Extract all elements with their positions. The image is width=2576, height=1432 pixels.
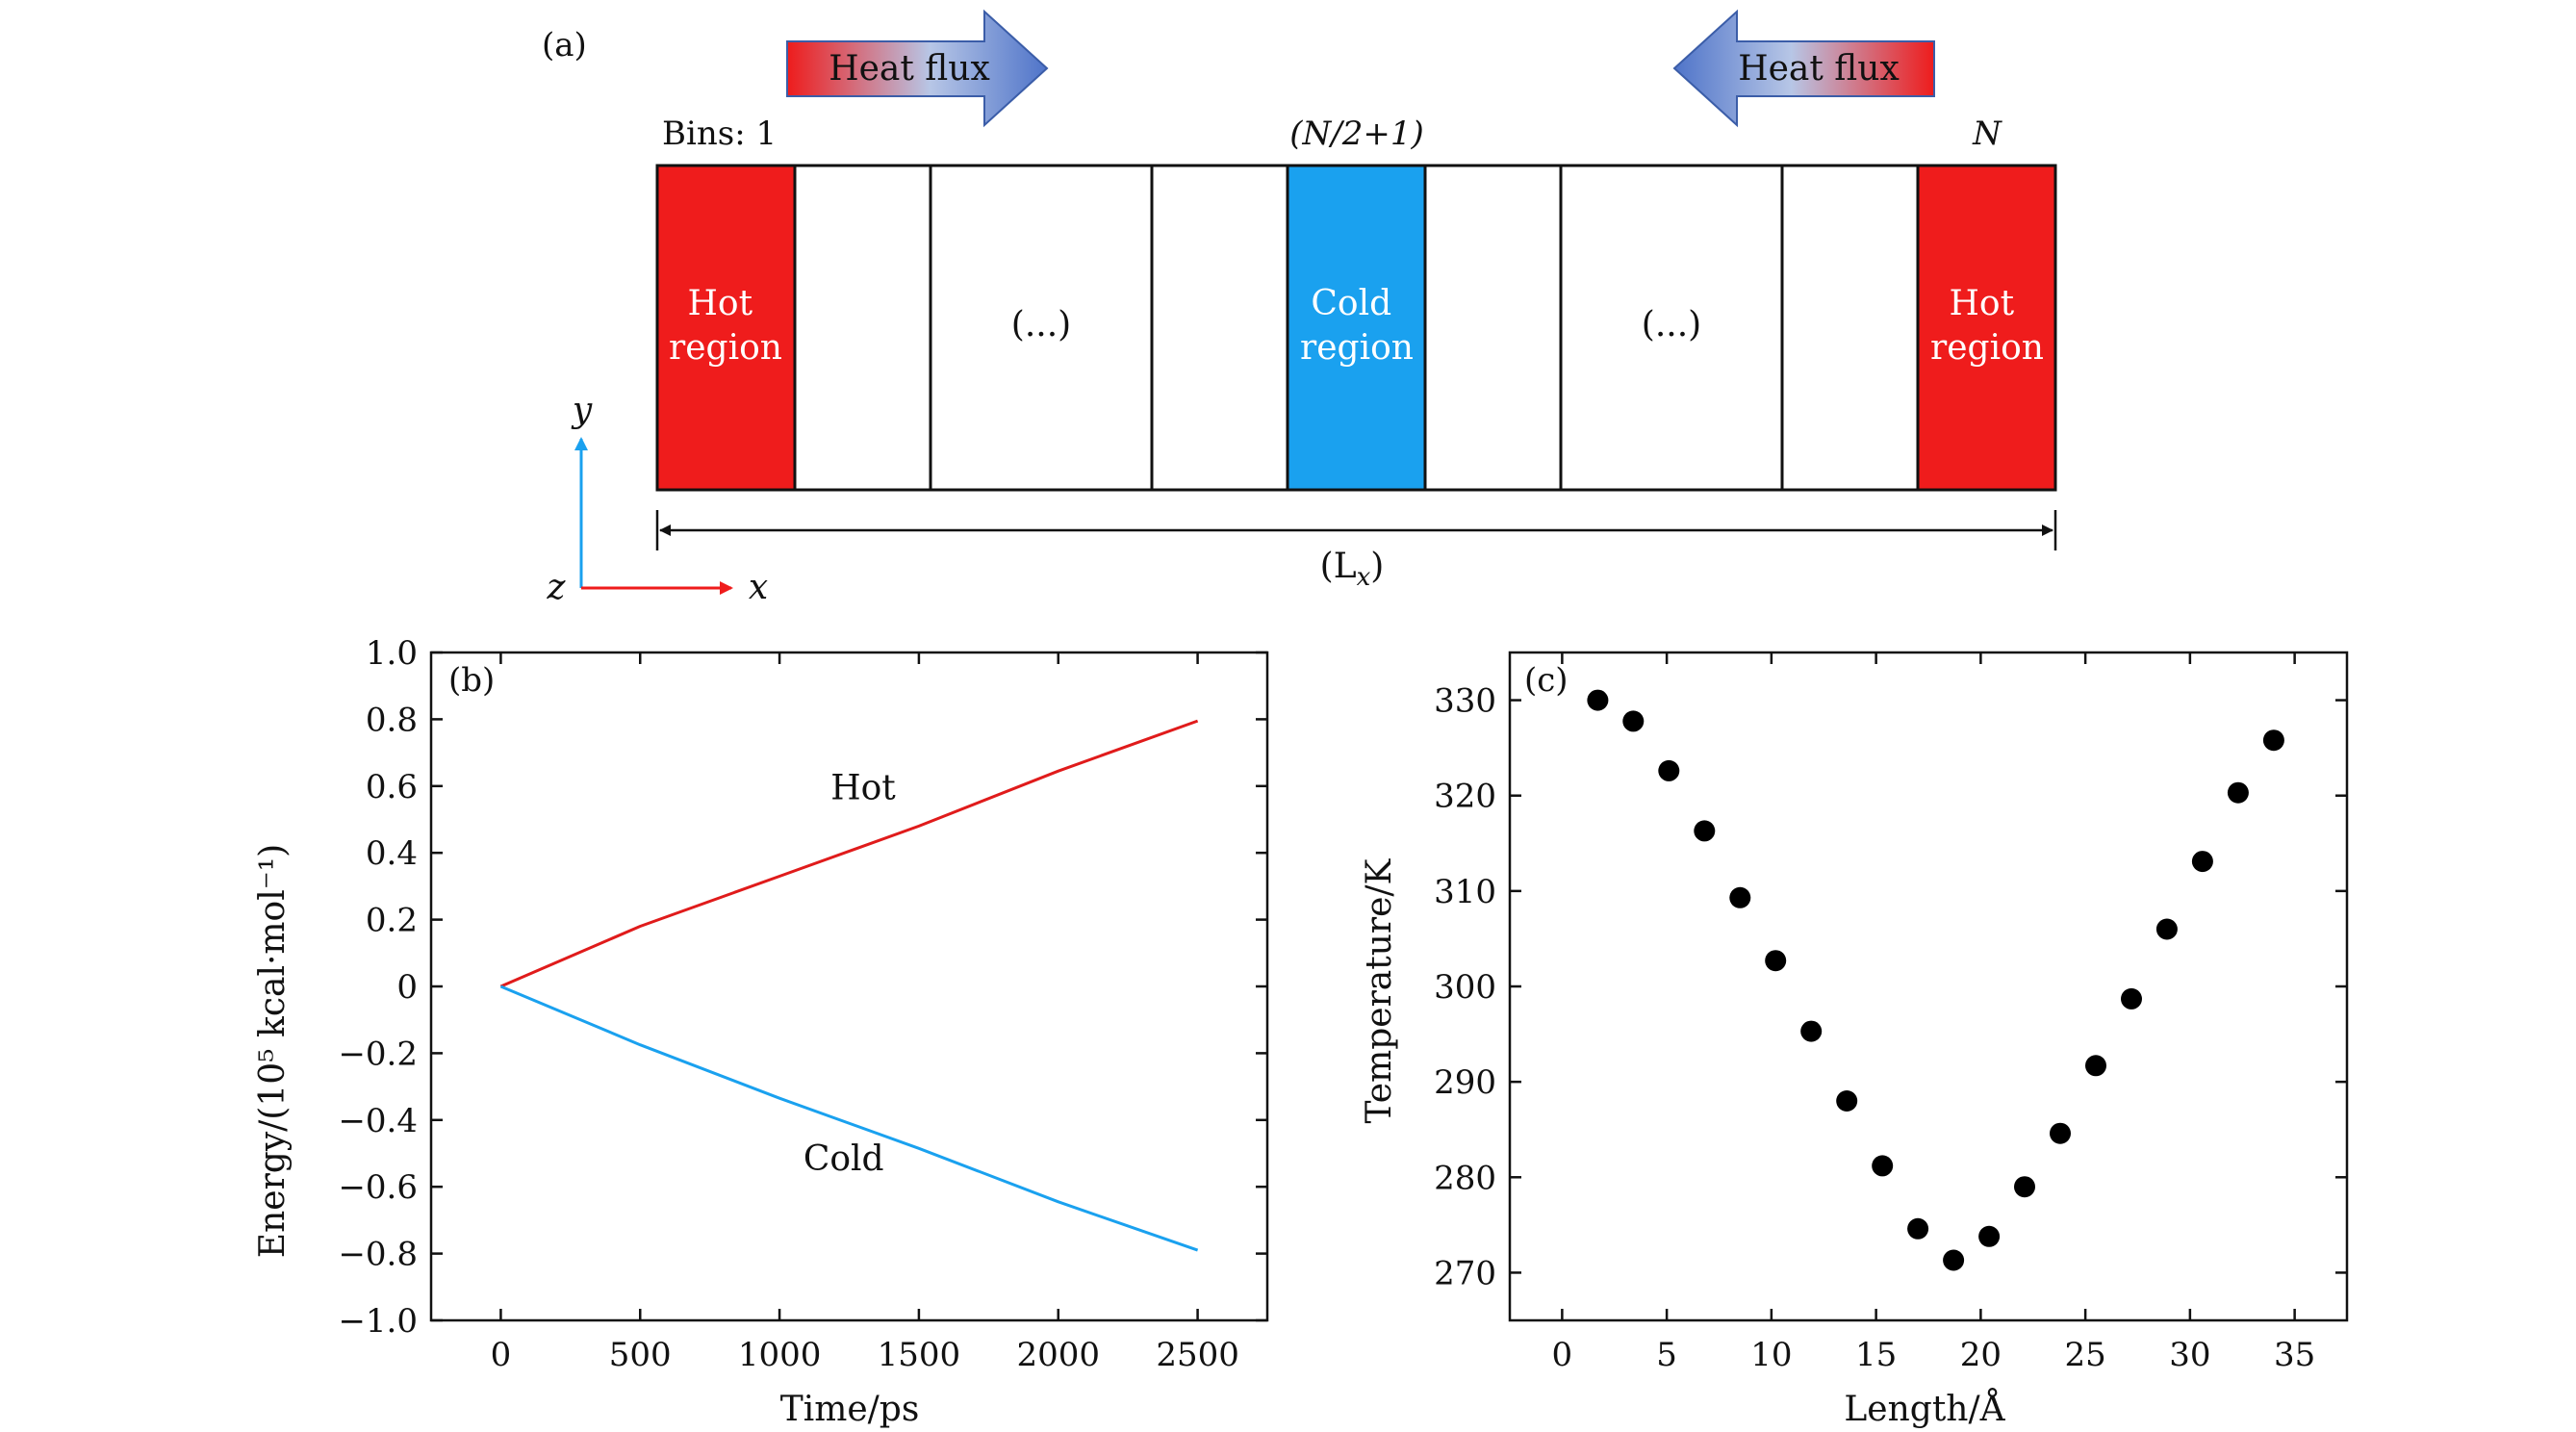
temperature-point [1907, 1217, 1929, 1240]
energy-y-tick-label: −0.6 [338, 1168, 418, 1207]
temperature-x-tick-label: 10 [1750, 1336, 1792, 1374]
temperature-y-tick-label: 290 [1434, 1063, 1496, 1102]
energy-series-cold-line [499, 984, 1199, 1252]
energy-x-tick-label: 1500 [878, 1336, 961, 1374]
temperature-x-axis-label: Length/Å [1844, 1389, 2005, 1429]
energy-annotation-cold: Cold [803, 1139, 884, 1179]
temperature-x-tick-label: 0 [1552, 1336, 1573, 1374]
temperature-point [2227, 781, 2249, 804]
temperature-point [2121, 987, 2142, 1010]
energy-series-hot-line [499, 719, 1199, 988]
temperature-x-tick-label: 15 [1855, 1336, 1897, 1374]
temperature-plot-frame [1508, 651, 2349, 1322]
cold-region-label: Cold region [1300, 284, 1414, 368]
energy-y-tick-label: −0.4 [338, 1102, 418, 1140]
energy-x-tick-label: 2000 [1016, 1336, 1100, 1374]
temperature-point [2014, 1176, 2035, 1198]
temperature-y-tick-label: 330 [1434, 682, 1496, 721]
temperature-y-axis-label: Temperature/K [1360, 857, 1399, 1123]
length-label: (Lx) [1320, 547, 1385, 592]
temperature-x-tick-label: 30 [2169, 1336, 2210, 1374]
hot-region-left [657, 166, 795, 490]
cold-region-center [1288, 166, 1425, 490]
coordinate-axes [574, 437, 733, 595]
temperature-y-tick-label: 320 [1434, 778, 1496, 816]
energy-x-tick-label: 500 [609, 1336, 672, 1374]
temperature-x-tick-label: 25 [2064, 1336, 2105, 1374]
temperature-x-tick-label: 35 [2274, 1336, 2315, 1374]
temperature-point [2262, 729, 2284, 752]
temperature-point [2191, 851, 2213, 873]
temperature-point [1872, 1155, 1894, 1177]
temperature-point [1622, 710, 1645, 732]
energy-chart: 0 500 1000 1500 2000 2500 −1.0 −0.8 −0.6 −0.4 −0.2… [253, 634, 1269, 1429]
temperature-point [1658, 759, 1680, 781]
ellipsis-right: (...) [1642, 305, 1701, 345]
temperature-point [1694, 820, 1716, 842]
temperature-x-tick-label: 20 [1960, 1336, 2002, 1374]
axis-z-label: z [547, 568, 567, 607]
temperature-x-tick-label: 5 [1656, 1336, 1677, 1374]
temperature-point [1729, 886, 1751, 908]
bin-middle-label: (N/2+1) [1289, 115, 1424, 153]
temperature-y-tick-label: 310 [1434, 873, 1496, 911]
energy-y-tick-label: 1.0 [366, 634, 418, 673]
energy-y-tick-label: −0.8 [338, 1236, 418, 1274]
heat-flux-arrow-left: Heat flux [1672, 9, 1935, 128]
energy-y-tick-label: 0.2 [366, 902, 418, 940]
energy-y-tick-label: 0 [396, 968, 418, 1007]
energy-annotation-hot: Hot [830, 769, 896, 808]
hot-region-right-label: Hot region [1930, 284, 2044, 368]
hot-region-left-label: Hot region [669, 284, 782, 368]
temperature-y-tick-label: 280 [1434, 1159, 1496, 1197]
panel-label-b: (b) [448, 661, 495, 700]
ellipsis-left: (...) [1011, 305, 1071, 345]
energy-y-tick-label: 0.4 [366, 834, 418, 873]
schematic-panel: (a) Heat flux Heat flux Bins: 1 (N/2+1) … [542, 9, 2057, 607]
heat-flux-label-left: Heat flux [829, 49, 990, 89]
temperature-point [1836, 1090, 1858, 1112]
energy-y-axis-label: Energy/(10⁵ kcal·mol⁻¹) [253, 844, 293, 1258]
temperature-y-tick-label: 270 [1434, 1254, 1496, 1292]
heat-flux-arrow-right: Heat flux [786, 9, 1049, 128]
simulation-box [655, 164, 2057, 492]
temperature-point [1978, 1225, 2001, 1247]
heat-flux-label-right: Heat flux [1738, 49, 1900, 89]
temperature-point [2155, 918, 2178, 940]
energy-y-tick-label: −0.2 [338, 1035, 418, 1073]
temperature-point [2085, 1055, 2106, 1077]
temperature-point [1765, 950, 1787, 972]
axis-y-label: y [571, 391, 593, 430]
panel-label-a: (a) [542, 26, 587, 64]
energy-y-tick-label: 0.8 [366, 701, 418, 739]
energy-x-axis-label: Time/ps [780, 1390, 920, 1429]
panel-label-c: (c) [1524, 661, 1569, 700]
energy-x-tick-label: 2500 [1156, 1336, 1239, 1374]
energy-x-tick-label: 1000 [738, 1336, 822, 1374]
temperature-point [2050, 1122, 2071, 1144]
energy-y-tick-label: −1.0 [338, 1302, 418, 1341]
temperature-point [1800, 1020, 1823, 1042]
bin-last-label: N [1972, 115, 2002, 153]
energy-x-tick-label: 0 [491, 1336, 512, 1374]
energy-y-tick-label: 0.6 [366, 768, 418, 806]
energy-plot-frame [429, 651, 1269, 1322]
axis-x-label: x [749, 568, 768, 607]
temperature-point [1587, 689, 1609, 711]
length-dimension [655, 510, 2057, 550]
bin-first-label: Bins: 1 [662, 115, 777, 153]
hot-region-right [1918, 166, 2055, 490]
temperature-y-tick-label: 300 [1434, 968, 1496, 1007]
temperature-point [1943, 1249, 1965, 1271]
